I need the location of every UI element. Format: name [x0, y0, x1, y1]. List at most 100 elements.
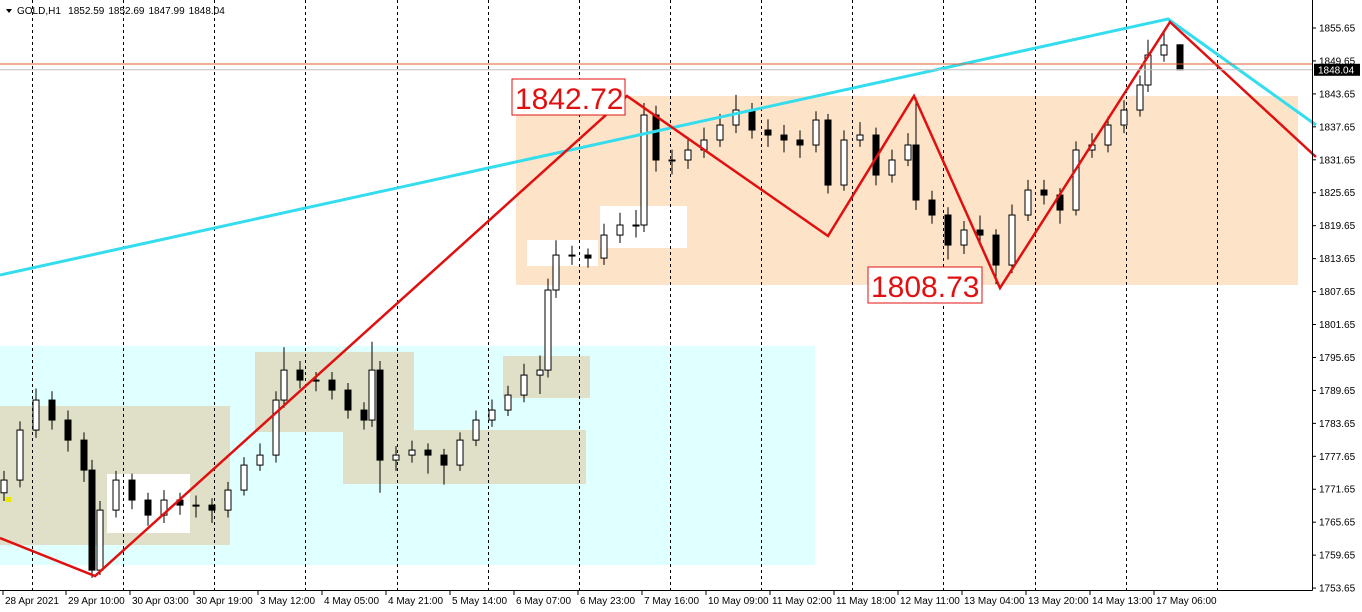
candle-body: [992, 234, 1000, 266]
symbol: GOLD,H1: [17, 6, 61, 17]
candle-body: [424, 449, 432, 456]
candle-body: [1160, 44, 1168, 56]
y-tick-label: 1789.65: [1319, 386, 1356, 397]
y-tick-label: 1843.65: [1319, 89, 1356, 100]
header: GOLD,H1 1852.59 1852.69 1847.99 1848.04: [17, 6, 225, 17]
candle-body: [976, 229, 984, 236]
y-tick-label: 1777.65: [1319, 452, 1356, 463]
candle-body: [1008, 214, 1016, 266]
candle-body: [32, 399, 40, 431]
price-label: 1848.04: [1318, 65, 1355, 76]
candle-body: [568, 254, 576, 257]
x-tick-label: 13 May 04:00: [964, 596, 1025, 607]
x-tick-label: 28 Apr 2021: [5, 596, 59, 607]
y-tick-label: 1765.65: [1319, 518, 1356, 529]
candle-body: [208, 504, 216, 511]
x-tick-label: 10 May 09:00: [708, 596, 769, 607]
candle-body: [544, 289, 552, 371]
candle-body: [616, 224, 624, 236]
candle-body: [780, 134, 788, 141]
x-tick-label: 5 May 14:00: [452, 596, 507, 607]
candle-body: [408, 449, 416, 456]
y-tick-label: 1849.65: [1319, 56, 1356, 67]
trend-line: [0, 17, 1317, 277]
candle-body: [256, 454, 264, 466]
candle-body: [764, 129, 772, 136]
annotation-label: 1842.72: [515, 83, 623, 116]
candle-body: [144, 499, 152, 516]
candle-body: [80, 439, 88, 471]
candle-body: [856, 134, 864, 141]
candle-body: [1176, 44, 1184, 71]
x-tick-label: 29 Apr 10:00: [68, 596, 125, 607]
candle-body: [328, 379, 336, 391]
candle-body: [128, 479, 136, 501]
candle-body: [640, 114, 648, 226]
annotations: 1842.72 1808.73: [511, 78, 983, 304]
candle-body: [272, 399, 280, 456]
x-tick-label: 11 May 18:00: [836, 596, 896, 607]
candle-body: [840, 139, 848, 186]
candle-body: [960, 229, 968, 246]
y-tick-label: 1831.65: [1319, 155, 1356, 166]
candle-body: [240, 464, 248, 491]
y-tick-label: 1837.65: [1319, 122, 1356, 133]
x-tick-label: 3 May 12:00: [260, 596, 315, 607]
candle-body: [1040, 189, 1048, 196]
candle-body: [192, 504, 200, 507]
candle-body: [812, 119, 820, 146]
x-tick-label: 7 May 16:00: [644, 596, 699, 607]
trend-objects: [0, 17, 1317, 578]
candle-body: [1024, 189, 1032, 216]
x-tick-label: 12 May 11:00: [900, 596, 960, 607]
candle-body: [392, 454, 400, 461]
candle-body: [536, 369, 544, 376]
y-tick-label: 1783.65: [1319, 419, 1356, 430]
candle-body: [48, 399, 56, 421]
y-tick-label: 1801.65: [1319, 320, 1356, 331]
candle-body: [224, 489, 232, 511]
zone-rect: [527, 240, 598, 266]
candle-body: [360, 409, 368, 421]
candle-body: [732, 109, 740, 126]
candle-body: [488, 409, 496, 421]
header-value: 1848.04: [189, 6, 226, 17]
candle-body: [344, 389, 352, 411]
candle-body: [1072, 149, 1080, 211]
y-tick-label: 1807.65: [1319, 287, 1356, 298]
candle-body: [668, 159, 676, 162]
candle-body: [912, 144, 920, 201]
x-tick-label: 11 May 02:00: [772, 596, 832, 607]
candle-body: [296, 369, 304, 381]
x-tick-label: 17 May 06:00: [1156, 596, 1217, 607]
candle-body: [88, 469, 96, 571]
candle-body: [584, 254, 592, 259]
candle-body: [504, 394, 512, 411]
header-value: 1852.59: [68, 6, 105, 17]
candle-body: [632, 224, 640, 227]
day-separators: [32, 0, 1218, 590]
zone-rect: [516, 96, 1298, 285]
candle-body: [280, 369, 288, 401]
candle-body: [552, 254, 560, 291]
y-tick-label: 1795.65: [1319, 353, 1356, 364]
candle-body: [440, 454, 448, 466]
y-tick-label: 1819.65: [1319, 221, 1356, 232]
candle-body: [652, 114, 660, 161]
y-tick-label: 1771.65: [1319, 485, 1356, 496]
candle-body: [904, 144, 912, 161]
x-tick-label: 13 May 20:00: [1028, 596, 1089, 607]
candle-body: [684, 149, 692, 161]
x-tick-label: 30 Apr 03:00: [132, 596, 189, 607]
y-tick-label: 1753.65: [1319, 584, 1356, 595]
x-tick-label: 30 Apr 19:00: [196, 596, 253, 607]
candle-body: [944, 214, 952, 246]
candle-body: [888, 159, 896, 176]
menu-arrow[interactable]: [6, 9, 12, 13]
candle-body: [520, 374, 528, 396]
price-label-box: [1314, 63, 1360, 76]
candle-body: [456, 439, 464, 466]
marker: [6, 497, 11, 502]
candle-body: [600, 234, 608, 259]
